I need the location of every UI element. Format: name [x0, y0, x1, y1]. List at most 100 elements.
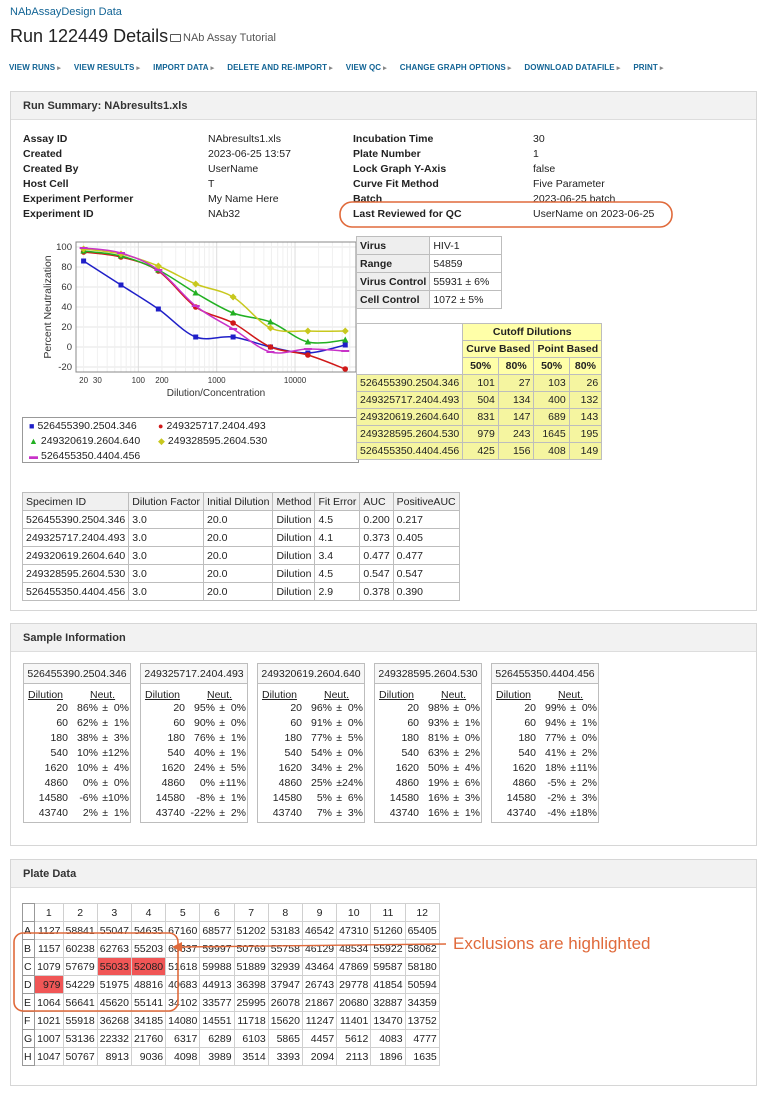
plate-well[interactable]: 1157: [34, 939, 64, 958]
plate-well[interactable]: 58062: [404, 939, 440, 958]
plate-well[interactable]: 14551: [199, 1011, 235, 1030]
plate-well[interactable]: 32939: [267, 957, 303, 976]
plate-well[interactable]: 46129: [301, 939, 338, 958]
plate-well[interactable]: 11718: [233, 1011, 269, 1030]
plate-well[interactable]: 22332: [96, 1029, 132, 1048]
plate-well[interactable]: 59988: [199, 957, 235, 976]
plate-well[interactable]: 50769: [233, 939, 269, 958]
plate-well[interactable]: 51618: [165, 957, 201, 976]
plate-well[interactable]: 45620: [96, 993, 132, 1012]
plate-well[interactable]: 44913: [199, 975, 235, 994]
plate-well[interactable]: 60238: [62, 939, 98, 958]
plate-well[interactable]: 59997: [199, 939, 235, 958]
menu-change-graph-options[interactable]: CHANGE GRAPH OPTIONS ▸: [400, 63, 512, 72]
plate-well[interactable]: 1635: [404, 1047, 440, 1066]
breadcrumb[interactable]: NAbAssayDesign Data: [10, 6, 122, 18]
menu-view-runs[interactable]: VIEW RUNS ▸: [9, 63, 61, 72]
plate-well[interactable]: 55203: [130, 939, 167, 958]
plate-well[interactable]: 34185: [130, 1011, 167, 1030]
plate-well[interactable]: 5865: [267, 1029, 303, 1048]
plate-well[interactable]: 1127: [34, 921, 64, 940]
plate-well[interactable]: 57679: [62, 957, 98, 976]
plate-well[interactable]: 26078: [267, 993, 303, 1012]
plate-well[interactable]: 21867: [301, 993, 338, 1012]
plate-well[interactable]: 4777: [404, 1029, 440, 1048]
plate-well[interactable]: 56641: [62, 993, 98, 1012]
plate-well[interactable]: 55922: [370, 939, 406, 958]
plate-well[interactable]: 26743: [301, 975, 338, 994]
plate-well[interactable]: 1007: [34, 1029, 64, 1048]
plate-well[interactable]: 3514: [233, 1047, 269, 1066]
plate-well[interactable]: 51260: [370, 921, 406, 940]
plate-well[interactable]: 55918: [62, 1011, 98, 1030]
plate-well[interactable]: 36268: [96, 1011, 132, 1030]
plate-well[interactable]: 37947: [267, 975, 303, 994]
plate-well[interactable]: 11247: [301, 1011, 338, 1030]
plate-well[interactable]: 55758: [267, 939, 303, 958]
plate-well[interactable]: 52080: [130, 957, 167, 976]
plate-well[interactable]: 5612: [336, 1029, 372, 1048]
plate-well[interactable]: 62763: [96, 939, 132, 958]
plate-well[interactable]: 40683: [165, 975, 201, 994]
plate-well[interactable]: 2113: [336, 1047, 372, 1066]
plate-well[interactable]: 34102: [165, 993, 201, 1012]
menu-print[interactable]: PRINT ▸: [633, 63, 663, 72]
plate-well[interactable]: 59587: [370, 957, 406, 976]
plate-well[interactable]: 979: [34, 975, 64, 994]
plate-well[interactable]: 50767: [62, 1047, 98, 1066]
plate-well[interactable]: 51889: [233, 957, 269, 976]
menu-delete-and-re-import[interactable]: DELETE AND RE-IMPORT ▸: [227, 63, 333, 72]
plate-well[interactable]: 55033: [96, 957, 132, 976]
plate-well[interactable]: 6289: [199, 1029, 235, 1048]
plate-well[interactable]: 51975: [96, 975, 132, 994]
plate-well[interactable]: 41854: [370, 975, 406, 994]
plate-well[interactable]: 9036: [130, 1047, 167, 1066]
plate-well[interactable]: 2094: [301, 1047, 338, 1066]
plate-well[interactable]: 46542: [301, 921, 338, 940]
plate-well[interactable]: 14080: [165, 1011, 201, 1030]
menu-view-results[interactable]: VIEW RESULTS ▸: [74, 63, 140, 72]
menu-download-datafile[interactable]: DOWNLOAD DATAFILE ▸: [524, 63, 620, 72]
folder-link[interactable]: NAb Assay Tutorial: [170, 32, 276, 44]
plate-well[interactable]: 34359: [404, 993, 440, 1012]
plate-well[interactable]: 8913: [96, 1047, 132, 1066]
plate-well[interactable]: 4098: [165, 1047, 201, 1066]
plate-well[interactable]: 25995: [233, 993, 269, 1012]
plate-well[interactable]: 1064: [34, 993, 64, 1012]
plate-well[interactable]: 1079: [34, 957, 64, 976]
plate-well[interactable]: 48816: [130, 975, 167, 994]
plate-well[interactable]: 60637: [165, 939, 201, 958]
plate-well[interactable]: 48534: [336, 939, 372, 958]
plate-well[interactable]: 32887: [370, 993, 406, 1012]
plate-well[interactable]: 53136: [62, 1029, 98, 1048]
breadcrumb-link[interactable]: NAbAssayDesign Data: [10, 6, 122, 18]
plate-well[interactable]: 6103: [233, 1029, 269, 1048]
plate-well[interactable]: 1047: [34, 1047, 64, 1066]
plate-well[interactable]: 6317: [165, 1029, 201, 1048]
plate-well[interactable]: 1896: [370, 1047, 406, 1066]
plate-well[interactable]: 54635: [130, 921, 167, 940]
plate-well[interactable]: 13752: [404, 1011, 440, 1030]
plate-well[interactable]: 68577: [199, 921, 235, 940]
plate-well[interactable]: 58841: [62, 921, 98, 940]
plate-well[interactable]: 29778: [336, 975, 372, 994]
plate-well[interactable]: 54229: [62, 975, 98, 994]
plate-well[interactable]: 11401: [336, 1011, 372, 1030]
plate-well[interactable]: 20680: [336, 993, 372, 1012]
plate-well[interactable]: 47869: [336, 957, 372, 976]
plate-well[interactable]: 13470: [370, 1011, 406, 1030]
plate-well[interactable]: 4083: [370, 1029, 406, 1048]
plate-well[interactable]: 1021: [34, 1011, 64, 1030]
plate-well[interactable]: 4457: [301, 1029, 338, 1048]
plate-well[interactable]: 15620: [267, 1011, 303, 1030]
plate-well[interactable]: 33577: [199, 993, 235, 1012]
plate-well[interactable]: 50594: [404, 975, 440, 994]
menu-import-data[interactable]: IMPORT DATA ▸: [153, 63, 214, 72]
menu-view-qc[interactable]: VIEW QC ▸: [346, 63, 387, 72]
plate-well[interactable]: 67160: [165, 921, 201, 940]
plate-well[interactable]: 53183: [267, 921, 303, 940]
plate-well[interactable]: 51202: [233, 921, 269, 940]
plate-well[interactable]: 55047: [96, 921, 132, 940]
plate-well[interactable]: 43464: [301, 957, 338, 976]
plate-well[interactable]: 3393: [267, 1047, 303, 1066]
